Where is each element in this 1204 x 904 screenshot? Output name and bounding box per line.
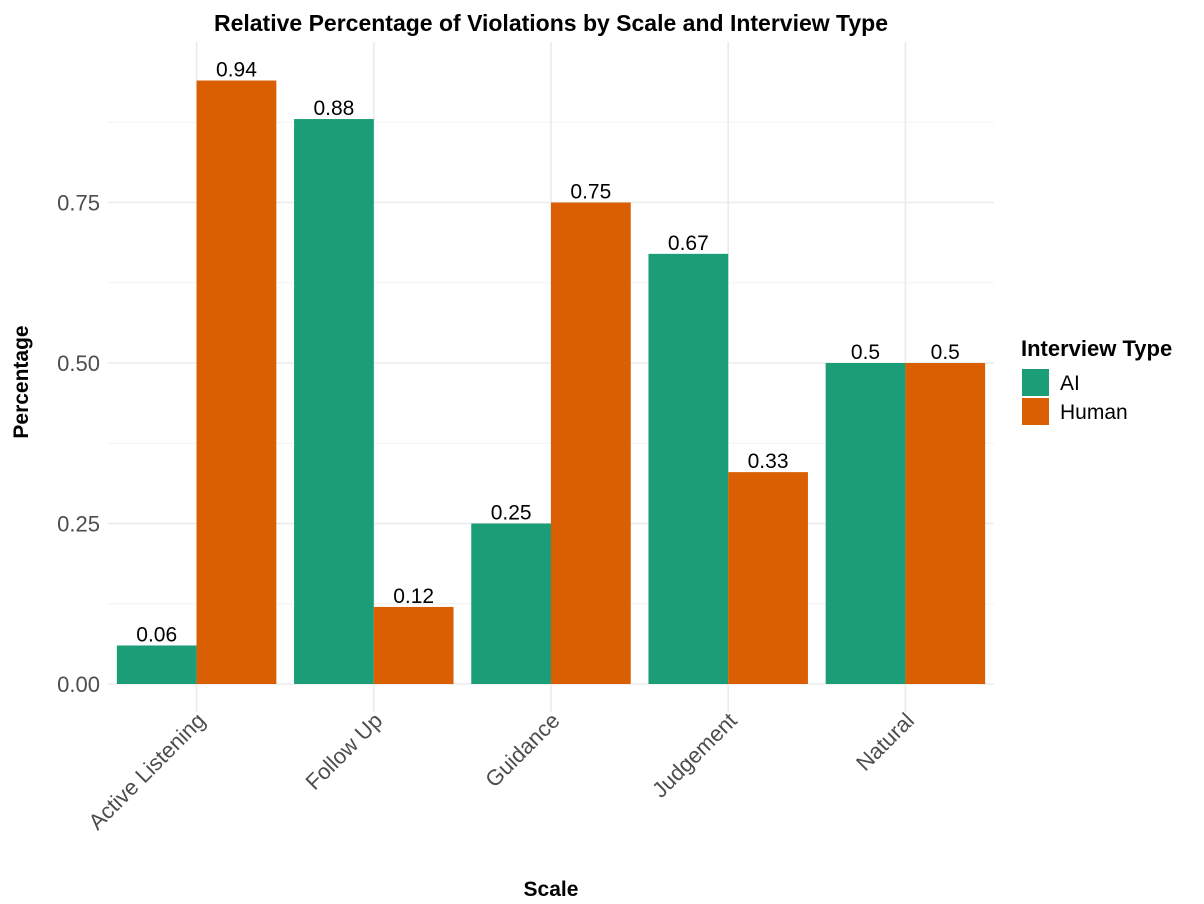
data-label-ai: 0.5 xyxy=(851,341,880,364)
data-label-human: 0.5 xyxy=(931,341,960,364)
x-tick-label: Guidance xyxy=(480,708,564,792)
legend-items: AI Human xyxy=(1022,369,1128,425)
y-axis: 0.00 0.25 0.50 0.75 xyxy=(57,191,100,698)
legend-label-human: Human xyxy=(1060,401,1128,424)
x-tick-label: Natural xyxy=(851,708,919,776)
y-tick-label: 0.50 xyxy=(57,351,100,376)
x-tick-label: Judgement xyxy=(647,708,742,803)
bars xyxy=(116,80,986,685)
y-tick-label: 0.75 xyxy=(57,191,100,216)
data-label-ai: 0.25 xyxy=(491,502,532,525)
bar-human xyxy=(551,202,631,684)
y-tick-label: 0.25 xyxy=(57,512,100,537)
bar-ai xyxy=(648,253,729,685)
data-label-human: 0.75 xyxy=(570,181,611,204)
legend-swatch-human xyxy=(1022,398,1049,425)
data-labels: 0.06 0.94 0.88 0.12 0.25 0.75 0.67 0.33 0.5 0.5 xyxy=(136,59,960,647)
bar-human xyxy=(196,80,277,684)
bar-ai xyxy=(825,363,906,684)
data-label-human: 0.94 xyxy=(216,59,257,82)
bar-human xyxy=(905,363,986,684)
chart-title: Relative Percentage of Violations by Sca… xyxy=(214,10,888,36)
legend-title: Interview Type xyxy=(1021,336,1172,361)
data-label-human: 0.33 xyxy=(748,450,789,473)
bar-human xyxy=(728,472,808,684)
x-tick-label: Active Listening xyxy=(83,708,210,835)
x-tick-label: Follow Up xyxy=(300,708,387,795)
legend-swatch-ai xyxy=(1022,369,1049,396)
legend: Interview Type AI Human xyxy=(1021,336,1172,425)
data-label-ai: 0.67 xyxy=(668,232,709,255)
y-tick-label: 0.00 xyxy=(57,672,100,697)
bar-ai xyxy=(294,119,374,685)
x-axis-title: Scale xyxy=(524,878,579,899)
data-label-ai: 0.06 xyxy=(136,623,177,646)
bar-ai xyxy=(471,523,551,684)
y-axis-title: Percentage xyxy=(10,325,33,438)
bar-human xyxy=(373,606,454,684)
data-label-ai: 0.88 xyxy=(313,97,354,120)
x-axis: Active Listening Follow Up Guidance Judgeme… xyxy=(83,708,918,835)
data-label-human: 0.12 xyxy=(393,585,434,608)
bar-ai xyxy=(116,645,197,684)
legend-label-ai: AI xyxy=(1060,372,1080,395)
